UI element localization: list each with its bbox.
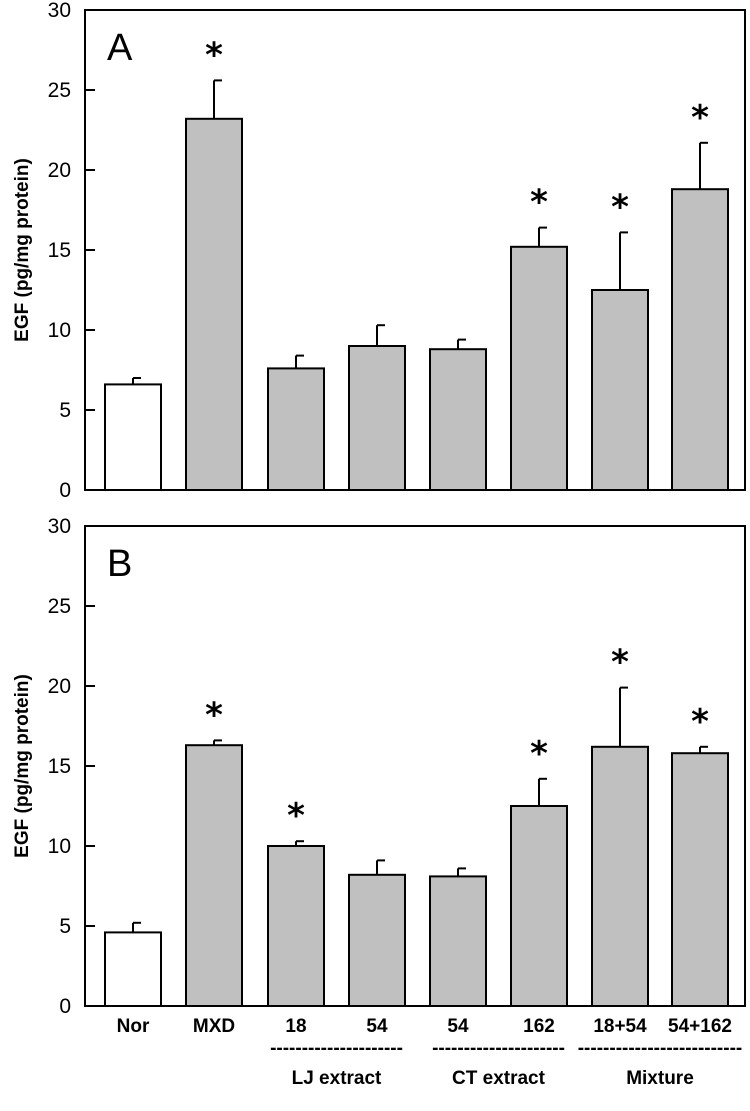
x-group-rule: --------------------- [270,1038,403,1059]
significance-marker: * [287,796,305,836]
bar [671,752,729,1008]
x-category-label: 54+162 [668,1016,732,1037]
bar [185,117,243,492]
x-group-label: Mixture [626,1068,694,1089]
y-tick-label: 15 [48,239,71,262]
y-tick-label: 10 [48,319,71,342]
y-tick-label: 5 [59,399,71,422]
bar [348,345,406,491]
bar [104,931,162,1008]
y-tick-label: 20 [48,159,71,182]
y-tick-label: 10 [48,835,71,858]
bar [671,188,729,491]
bar [185,744,243,1007]
bar [104,383,162,491]
y-tick-label: 15 [48,755,71,778]
y-tick-label: 30 [48,0,71,22]
x-category-label: 54 [366,1016,388,1037]
x-category-label: MXD [193,1016,235,1037]
significance-marker: * [205,695,223,735]
bar [429,348,487,492]
x-group-rule: -------------------------- [578,1038,743,1059]
bar [267,845,325,1007]
significance-marker: * [530,183,548,223]
bar [429,875,487,1008]
bar [510,805,568,1007]
x-category-label: 162 [523,1016,555,1037]
panel-label: A [107,27,133,69]
x-category-label: 18 [285,1016,306,1037]
x-category-label: 18+54 [593,1016,647,1037]
y-axis-label: EGF (pg/mg protein) [12,158,33,342]
y-tick-label: 30 [48,515,71,538]
significance-marker: * [530,734,548,774]
bar [348,873,406,1007]
y-tick-label: 0 [59,995,71,1018]
y-tick-label: 20 [48,675,71,698]
bar [591,289,649,491]
significance-marker: * [205,35,223,75]
significance-marker: * [691,98,709,138]
x-category-label: 54 [447,1016,469,1037]
significance-marker: * [691,702,709,742]
x-group-label: LJ extract [292,1068,382,1089]
y-tick-label: 0 [59,479,71,502]
bar [591,745,649,1007]
y-tick-label: 25 [48,595,71,618]
bar [510,245,568,491]
panel-label: B [107,543,132,585]
y-axis-label: EGF (pg/mg protein) [12,674,33,858]
bar [267,367,325,491]
x-category-label: Nor [117,1016,150,1037]
y-tick-label: 5 [59,915,71,938]
significance-marker: * [611,643,629,683]
x-group-rule: --------------------- [432,1038,565,1059]
y-tick-label: 25 [48,79,71,102]
x-group-label: CT extract [452,1068,546,1089]
significance-marker: * [611,187,629,227]
